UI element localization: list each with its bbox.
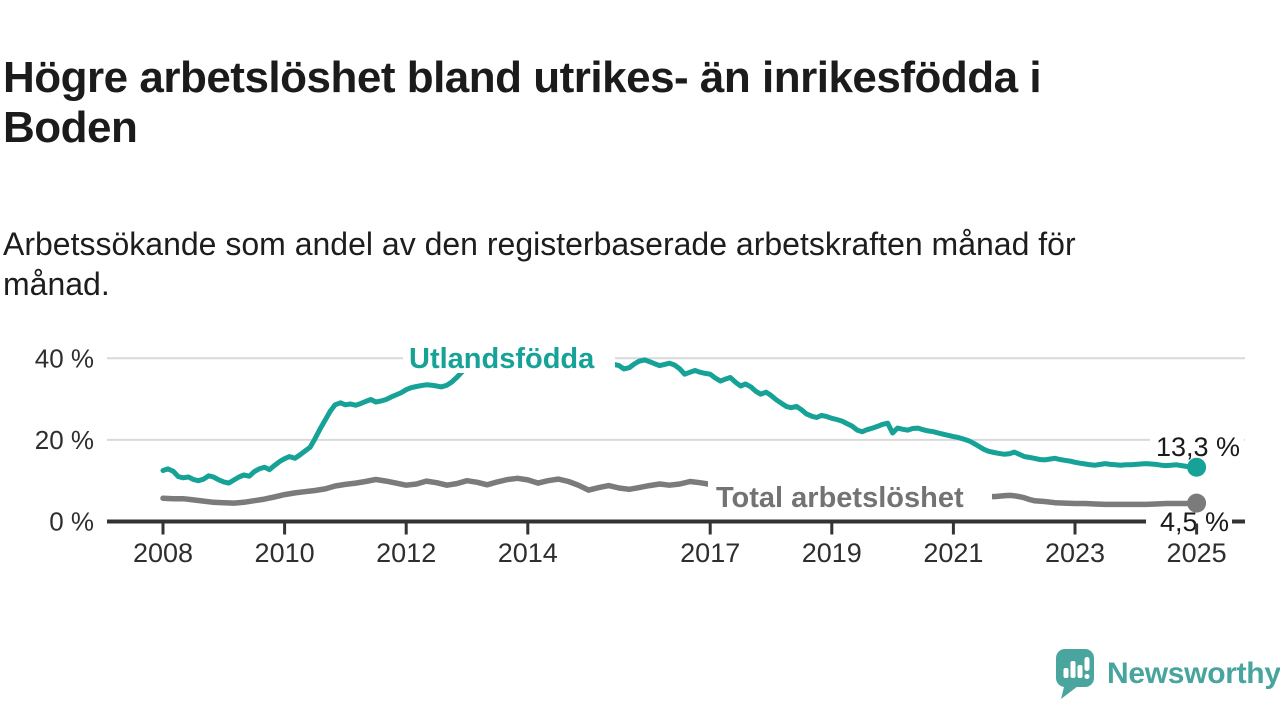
- x-tick-label-2014: 2014: [498, 538, 558, 568]
- series-label-utlandsfodda: Utlandsfödda: [409, 343, 595, 375]
- x-tick-label-2010: 2010: [255, 538, 315, 568]
- x-tick-label-2019: 2019: [802, 538, 862, 568]
- brand-name: Newsworthy: [1107, 657, 1280, 690]
- x-tick-label-2023: 2023: [1045, 538, 1105, 568]
- newsworthy-logo: Newsworthy: [1054, 647, 1280, 701]
- endpoint-dot-utlandsfodda: [1187, 457, 1207, 477]
- series-line-utlandsfodda: [160, 355, 1200, 486]
- page-title: Högre arbetslöshet bland utrikes- än inr…: [3, 53, 1042, 153]
- end-value-label-utlandsfodda: 13,3 %: [1156, 432, 1240, 462]
- chart-subtitle: Arbetssökande som andel av den registerb…: [3, 226, 1076, 302]
- series-label-total-arbetsloshet-backdrop: [708, 479, 992, 513]
- end-value-label-utlandsfodda-backdrop: [1150, 433, 1244, 460]
- y-tick-label-0: 0 %: [49, 507, 94, 537]
- x-tick-label-2017: 2017: [680, 538, 740, 568]
- series-label-total-arbetsloshet: Total arbetslöshet: [716, 482, 964, 514]
- x-tick-label-2008: 2008: [133, 538, 193, 568]
- end-value-label-total-backdrop: [1146, 511, 1232, 535]
- series-label-utlandsfodda-backdrop: [403, 339, 615, 373]
- newsworthy-speech-bubble-bar-chart-icon: [1056, 649, 1094, 699]
- series-line-total: [160, 475, 1200, 508]
- x-tick-label-2025: 2025: [1167, 538, 1227, 568]
- x-tick-label-2021: 2021: [923, 538, 983, 568]
- y-tick-label-20: 20 %: [35, 425, 94, 455]
- endpoint-dot-total: [1187, 493, 1207, 513]
- y-tick-label-40: 40 %: [35, 343, 94, 373]
- x-tick-label-2012: 2012: [376, 538, 436, 568]
